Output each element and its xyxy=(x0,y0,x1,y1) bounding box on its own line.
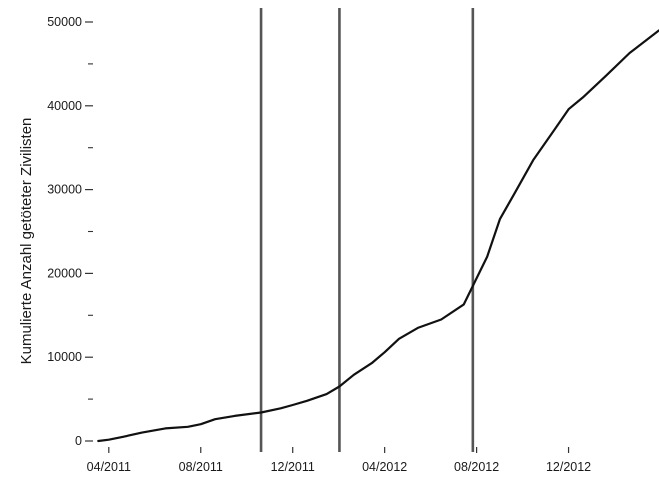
series-line xyxy=(97,29,659,443)
y-tick-label: 0 xyxy=(75,434,82,448)
y-tick-label: 50000 xyxy=(47,15,82,29)
x-tick-label: 08/2011 xyxy=(179,460,223,474)
x-axis: 04/2011 08/2011 12/2011 04/2012 08/2012 12/20… xyxy=(87,447,591,474)
data-series xyxy=(97,29,659,443)
y-tick-label: 30000 xyxy=(47,183,82,197)
y-tick-label: 10000 xyxy=(47,350,82,364)
x-tick-label: 08/2012 xyxy=(454,460,499,474)
x-tick-label: 12/2011 xyxy=(271,460,315,474)
y-tick-label: 40000 xyxy=(47,99,82,113)
x-tick-label: 12/2012 xyxy=(546,460,591,474)
y-axis-label: Kumulierte Anzahl getöteter Zivilisten xyxy=(18,118,35,365)
y-axis: 0 10000 20000 30000 40000 50000 xyxy=(47,15,93,448)
y-tick-label: 20000 xyxy=(47,266,82,280)
event-lines xyxy=(259,8,475,452)
x-tick-label: 04/2012 xyxy=(362,460,407,474)
x-tick-label: 04/2011 xyxy=(87,460,131,474)
